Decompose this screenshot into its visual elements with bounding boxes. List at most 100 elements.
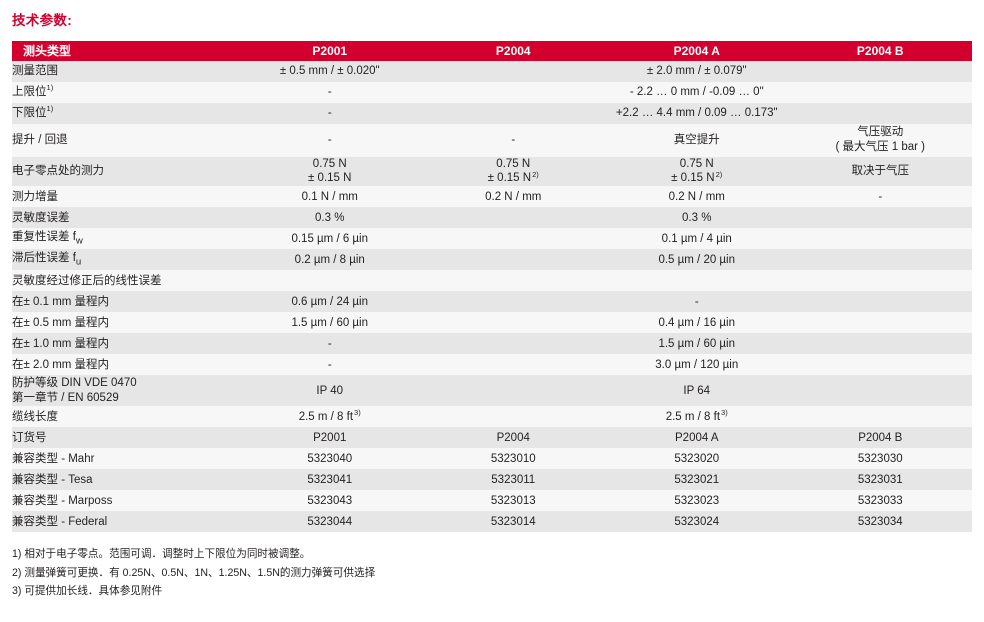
cell-p2004: - (421, 123, 605, 157)
table-row: 上限位1) - - 2.2 … 0 mm / -0.09 … 0" (12, 81, 972, 103)
row-label: 在± 0.5 mm 量程内 (12, 312, 238, 334)
cell-p2004a: P2004 A (605, 427, 789, 449)
cell-p2001: 0.3 % (238, 207, 422, 229)
cell-merged-p2004-all: 1.5 µm / 60 µin (421, 333, 972, 355)
table-row: 滞后性误差 fu 0.2 µm / 8 µin 0.5 µm / 20 µin (12, 249, 972, 271)
row-label: 兼容类型 - Marposs (12, 490, 238, 512)
cell-p2004a: 0.2 N / mm (605, 186, 789, 208)
row-label-text: 上限位 (12, 85, 47, 98)
table-row: 在± 2.0 mm 量程内 - 3.0 µm / 120 µin (12, 354, 972, 376)
cell-p2001: 0.2 µm / 8 µin (238, 249, 422, 271)
cell-p2001: 5323043 (238, 490, 422, 512)
row-label-line-2: 第一章节 / EN 60529 (12, 391, 119, 404)
row-label: 测量范围 (12, 60, 238, 82)
table-row: 测量范围 ± 0.5 mm / ± 0.020" ± 2.0 mm / ± 0.… (12, 60, 972, 82)
cell-p2004b: 5323034 (788, 511, 972, 533)
cell-p2001: 5323041 (238, 469, 422, 491)
technical-spec-table: 测头类型 P2001 P2004 P2004 A P2004 B 测量范围 ± … (12, 40, 972, 533)
cell-p2004b: - (788, 186, 972, 208)
row-label: 提升 / 回退 (12, 123, 238, 157)
column-header-p2004: P2004 (421, 40, 605, 61)
cell-p2001: 1.5 µm / 60 µin (238, 312, 422, 334)
footnote-1: 1) 相对于电子零点。范围可调．调整时上下限位为同时被调整。 (12, 548, 311, 561)
cell-p2004: 5323013 (421, 490, 605, 512)
cell-p2004a: 5323020 (605, 448, 789, 470)
cell-p2004a: 0.75 N ± 0.15 N2) (605, 156, 789, 187)
table-row: 在± 0.1 mm 量程内 0.6 µm / 24 µin - (12, 291, 972, 313)
table-row: 缆线长度 2.5 m / 8 ft3) 2.5 m / 8 ft3) (12, 406, 972, 428)
cell-line-1: 0.75 N (679, 157, 714, 170)
footnote-3: 3) 可提供加长线．具体参见附件 (12, 585, 163, 598)
footnote-2: 2) 测量弹簧可更换．有 0.25N、0.5N、1N、1.25N、1.5N的测力… (12, 566, 376, 579)
cell-line-2: ( 最大气压 1 bar ) (835, 141, 925, 153)
cell-merged-p2004-all: 0.5 µm / 20 µin (421, 249, 972, 271)
cell-p2001: - (238, 333, 422, 355)
row-label: 上限位1) (12, 81, 238, 103)
table-row: 在± 1.0 mm 量程内 - 1.5 µm / 60 µin (12, 333, 972, 355)
row-label: 防护等级 DIN VDE 0470 第一章节 / EN 60529 (12, 375, 238, 407)
cell-p2004: P2004 (421, 427, 605, 449)
row-label: 测力增量 (12, 186, 238, 208)
cell-p2001: 0.6 µm / 24 µin (238, 291, 422, 313)
cell-p2004: 5323014 (421, 511, 605, 533)
cell-p2001: - (238, 81, 422, 103)
cell-merged-p2004-all: 3.0 µm / 120 µin (421, 354, 972, 376)
table-row: 测力增量 0.1 N / mm 0.2 N / mm 0.2 N / mm - (12, 186, 972, 208)
table-row: 重复性误差 fw 0.15 µm / 6 µin 0.1 µm / 4 µin (12, 228, 972, 250)
cell-line-2: ± 0.15 N (487, 172, 532, 185)
cell-p2001: P2001 (238, 427, 422, 449)
row-label: 电子零点处的测力 (12, 156, 238, 187)
cell-p2004a: 真空提升 (605, 123, 789, 157)
footnote-marker: 2) (715, 169, 723, 179)
row-label: 订货号 (12, 427, 238, 449)
row-label: 兼容类型 - Tesa (12, 469, 238, 491)
cell-p2001: 5323044 (238, 511, 422, 533)
footnote-list: 1) 相对于电子零点。范围可调．调整时上下限位为同时被调整。 2) 测量弹簧可更… (12, 532, 972, 601)
row-label: 滞后性误差 fu (12, 249, 238, 271)
cell-merged-p2004-all: - 2.2 … 0 mm / -0.09 … 0" (421, 81, 972, 103)
row-label: 在± 0.1 mm 量程内 (12, 291, 238, 313)
cell-p2001: 0.75 N ± 0.15 N (238, 156, 422, 187)
cell-merged-p2004-all: 0.3 % (421, 207, 972, 229)
cell-p2004: 5323010 (421, 448, 605, 470)
table-row-section: 灵敏度经过修正后的线性误差 (12, 270, 972, 292)
table-row: 防护等级 DIN VDE 0470 第一章节 / EN 60529 IP 40 … (12, 375, 972, 407)
cell-p2001: - (238, 123, 422, 157)
table-row: 在± 0.5 mm 量程内 1.5 µm / 60 µin 0.4 µm / 1… (12, 312, 972, 334)
cell-p2001: 5323040 (238, 448, 422, 470)
row-label: 在± 2.0 mm 量程内 (12, 354, 238, 376)
cell-merged-p2004-all: IP 64 (421, 375, 972, 407)
row-label: 重复性误差 fw (12, 228, 238, 250)
row-label: 在± 1.0 mm 量程内 (12, 333, 238, 355)
row-label: 兼容类型 - Federal (12, 511, 238, 533)
cell-p2001: 2.5 m / 8 ft3) (238, 406, 422, 428)
cell-line-1: 0.75 N (496, 157, 531, 170)
cell-p2001: IP 40 (238, 375, 422, 407)
cell-p2004: 5323011 (421, 469, 605, 491)
cell-p2001: 0.1 N / mm (238, 186, 422, 208)
footnote-marker: 1) (46, 103, 54, 113)
table-body: 测量范围 ± 0.5 mm / ± 0.020" ± 2.0 mm / ± 0.… (12, 60, 972, 533)
cell-value: 2.5 m / 8 ft (665, 410, 721, 423)
column-header-p2004a: P2004 A (605, 40, 789, 61)
subscript: u (75, 256, 82, 268)
cell-p2004b: 5323030 (788, 448, 972, 470)
cell-p2004b: 5323033 (788, 490, 972, 512)
cell-line-2: ± 0.15 N (671, 172, 715, 185)
cell-merged-p2004-all: 0.4 µm / 16 µin (421, 312, 972, 334)
cell-merged-p2004-all (421, 270, 972, 292)
cell-p2001: 0.15 µm / 6 µin (238, 228, 422, 250)
footnote-marker: 1) (46, 82, 54, 92)
cell-p2001: ± 0.5 mm / ± 0.020" (238, 60, 422, 82)
column-header-label: 测头类型 (12, 40, 238, 61)
cell-p2001: - (238, 102, 422, 124)
cell-line-1: 气压驱动 (857, 126, 904, 139)
page-title: 技术参数: (12, 13, 72, 28)
cell-p2004a: 5323023 (605, 490, 789, 512)
row-label: 兼容类型 - Mahr (12, 448, 238, 470)
table-row: 兼容类型 - Federal 5323044 5323014 5323024 5… (12, 511, 972, 533)
table-row: 电子零点处的测力 0.75 N ± 0.15 N 0.75 N ± 0.15 N… (12, 156, 972, 187)
cell-p2004: 0.2 N / mm (421, 186, 605, 208)
cell-merged-p2004-all: ± 2.0 mm / ± 0.079" (421, 60, 972, 82)
table-row: 兼容类型 - Tesa 5323041 5323011 5323021 5323… (12, 469, 972, 491)
